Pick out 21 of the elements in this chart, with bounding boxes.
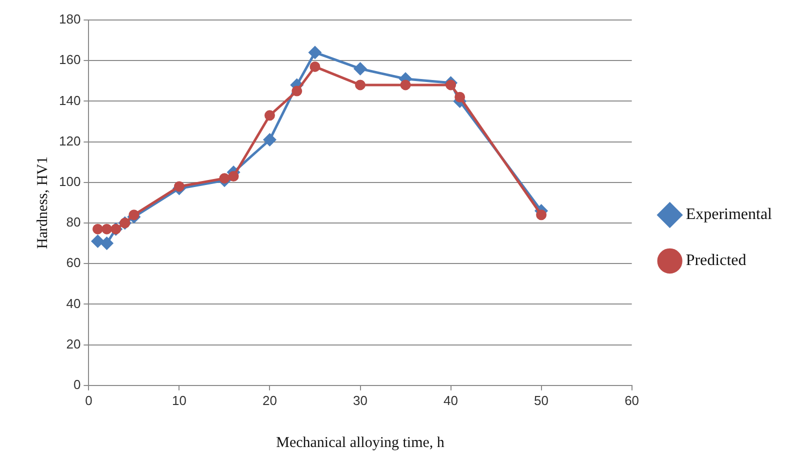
- y-tick-label: 60: [66, 255, 81, 270]
- x-axis-title: Mechanical alloying time, h: [276, 434, 445, 451]
- y-tick-label: 120: [58, 133, 81, 148]
- y-axis-title: Hardness, HV1: [34, 156, 51, 249]
- legend-label: Experimental: [686, 206, 773, 224]
- x-tick-label: 30: [353, 392, 368, 408]
- y-tick-label: 80: [66, 214, 81, 230]
- x-tick-label: 10: [172, 392, 186, 408]
- y-tick-label: 40: [66, 296, 81, 311]
- x-tick-label: 40: [444, 392, 458, 408]
- x-tick-label: 60: [624, 392, 640, 408]
- y-tick-label: 100: [58, 174, 81, 189]
- y-tick-label: 180: [58, 12, 81, 27]
- x-tick-label: 20: [262, 392, 277, 408]
- x-tick-label: 0: [85, 392, 92, 408]
- y-tick-label: 140: [58, 92, 81, 108]
- legend-label: Predicted: [686, 252, 746, 270]
- y-tick-label: 0: [73, 376, 81, 392]
- y-tick-label: 160: [58, 52, 81, 68]
- y-tick-label: 20: [66, 336, 81, 352]
- x-tick-label: 50: [534, 392, 549, 408]
